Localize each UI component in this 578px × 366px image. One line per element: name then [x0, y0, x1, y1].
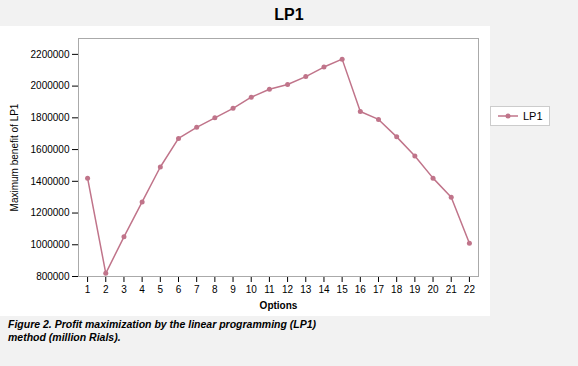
svg-text:11: 11: [264, 284, 275, 295]
svg-text:1000000: 1000000: [31, 239, 70, 250]
svg-text:7: 7: [194, 284, 200, 295]
svg-text:1600000: 1600000: [31, 144, 70, 155]
html-text:Figure 2. Profit maximization: Figure 2. Profit maximization by the lin…: [8, 318, 317, 343]
svg-text:800000: 800000: [36, 271, 70, 282]
svg-text:1: 1: [85, 284, 91, 295]
svg-text:21: 21: [446, 284, 458, 295]
svg-text:15: 15: [337, 284, 349, 295]
svg-text:1800000: 1800000: [31, 112, 70, 123]
svg-text:2: 2: [103, 284, 109, 295]
svg-text:13: 13: [300, 284, 312, 295]
svg-text:1200000: 1200000: [31, 207, 70, 218]
svg-text:22: 22: [464, 284, 476, 295]
html-text:LP1: LP1: [274, 6, 304, 23]
html-text:LP1: LP1: [523, 110, 543, 122]
svg-text:17: 17: [373, 284, 385, 295]
svg-text:5: 5: [158, 284, 164, 295]
svg-text:12: 12: [282, 284, 294, 295]
svg-text:Maximum benefit of LP1: Maximum benefit of LP1: [9, 103, 20, 211]
svg-text:4: 4: [139, 284, 145, 295]
svg-text:19: 19: [409, 284, 421, 295]
svg-text:2000000: 2000000: [31, 80, 70, 91]
svg-text:18: 18: [391, 284, 403, 295]
svg-text:14: 14: [318, 284, 330, 295]
svg-text:Options: Options: [260, 300, 298, 311]
svg-text:16: 16: [355, 284, 367, 295]
svg-text:1400000: 1400000: [31, 176, 70, 187]
svg-text:3: 3: [121, 284, 127, 295]
svg-text:2200000: 2200000: [31, 49, 70, 60]
svg-text:20: 20: [427, 284, 439, 295]
svg-text:9: 9: [230, 284, 236, 295]
svg-text:6: 6: [176, 284, 182, 295]
svg-text:8: 8: [212, 284, 218, 295]
svg-text:10: 10: [246, 284, 258, 295]
